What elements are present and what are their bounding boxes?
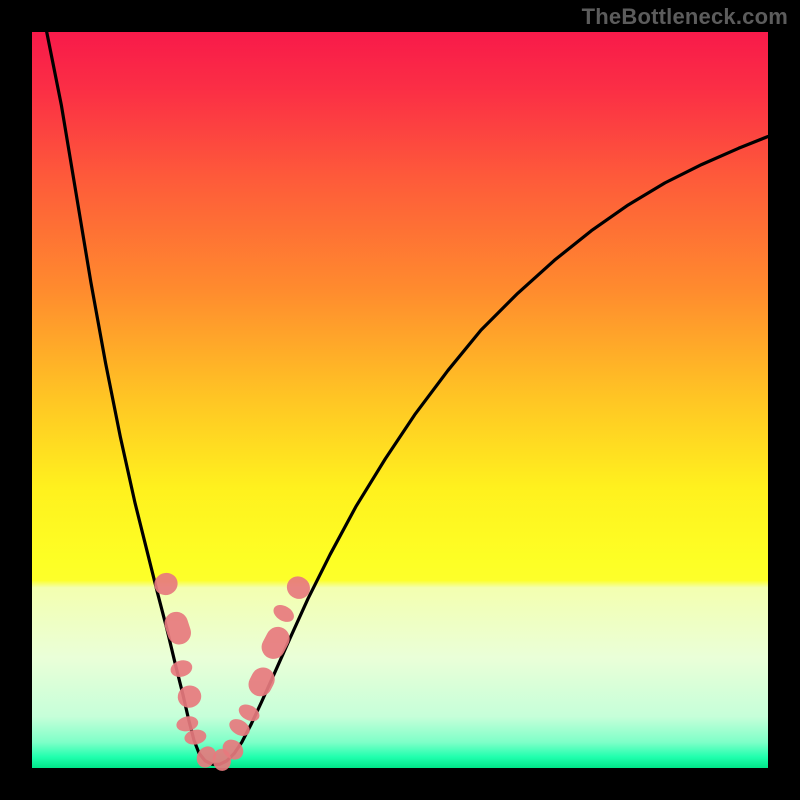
- watermark-text: TheBottleneck.com: [582, 4, 788, 30]
- chart-svg: [0, 0, 800, 800]
- chart-canvas: TheBottleneck.com: [0, 0, 800, 800]
